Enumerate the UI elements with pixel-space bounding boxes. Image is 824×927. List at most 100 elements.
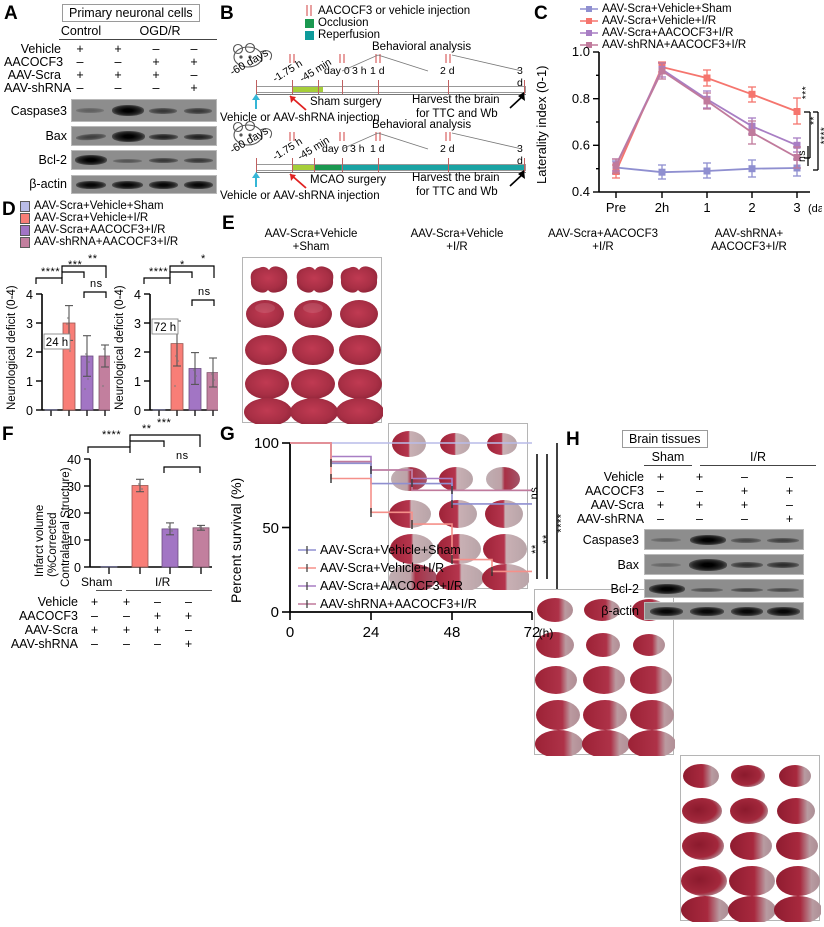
divider xyxy=(126,590,212,591)
tick xyxy=(342,80,343,94)
arrow-icon xyxy=(289,95,307,111)
panel-b-mcao-behavioral-label: Behavioral analysis xyxy=(372,119,472,131)
mouse-icon xyxy=(232,42,273,68)
tick xyxy=(256,158,257,172)
green-square-icon xyxy=(305,18,314,28)
panel-h-condition-rows: Vehicle + + – – AACOCF3 – – + + AAV-Scra… xyxy=(566,470,822,526)
panel-g-plot: 100 50 0 0 24 48 72 (h) xyxy=(254,435,558,641)
panel-b-sham-tick-label: 2 d xyxy=(440,65,455,77)
svg-text:2h: 2h xyxy=(655,200,669,215)
table-row: Vehicle + + – – xyxy=(4,41,219,56)
panel-f-sig-2: ** xyxy=(142,423,152,435)
panel-a-sign: – xyxy=(76,80,84,95)
svg-text:30: 30 xyxy=(67,480,81,494)
svg-text:0: 0 xyxy=(26,404,33,418)
panel-a-sign: + xyxy=(114,67,122,82)
panel-f-sign: + xyxy=(153,609,162,623)
table-row: AAV-shRNA – – – + xyxy=(4,80,219,95)
blot-row: β-actin xyxy=(4,173,219,195)
panel-b-timeline-mcao: -60 days -1.75 h -45 min day 0 3 h 1 d 2… xyxy=(220,112,530,208)
panel-a-sign: – xyxy=(76,54,84,69)
panel-d: D AAV-Scra+Vehicle+Sham AAV-Scra+Vehicle… xyxy=(2,200,220,420)
panel-b-sham-bar xyxy=(256,86,526,93)
divider xyxy=(96,590,122,591)
svg-text:(days): (days) xyxy=(808,203,822,215)
panel-a-blot-label: Caspase3 xyxy=(10,103,67,118)
panel-h-sign: – xyxy=(786,498,793,512)
panel-a-group-control-label: Control xyxy=(60,24,102,38)
svg-text:0.4: 0.4 xyxy=(572,184,590,199)
panel-h: H Brain tissues Sham I/R Vehicle + + – –… xyxy=(566,428,822,652)
panel-f-sign: – xyxy=(123,637,130,651)
svg-text:72: 72 xyxy=(524,624,541,641)
panel-b-legend: AACOCF3 or vehicle injection Occlusion R… xyxy=(305,4,470,41)
tick xyxy=(318,80,319,94)
table-row: AACOCF3 – – + + xyxy=(566,484,822,498)
blot-row: Bcl-2 xyxy=(566,578,822,599)
panel-h-blot-label: β-actin xyxy=(601,604,639,618)
panel-b-timeline-sham: -60 days -1.75 h -45 min day 0 3 h 1 d 2… xyxy=(220,34,530,124)
panel-b-legend-label: Reperfusion xyxy=(318,29,381,41)
panel-d-legend: AAV-Scra+Vehicle+Sham AAV-Scra+Vehicle+I… xyxy=(20,200,178,248)
panel-h-sign: + xyxy=(695,470,704,484)
line-marker-icon xyxy=(580,42,598,48)
panel-a-sign: – xyxy=(190,67,198,82)
panel-d-72h-sig-ns: ns xyxy=(198,286,211,298)
legend-item: AAV-Scra+Vehicle+Sham xyxy=(580,3,746,15)
panel-f-sign: + xyxy=(184,637,193,651)
panel-h-sign: + xyxy=(656,498,665,512)
svg-text:40: 40 xyxy=(67,453,81,467)
panel-a-blots: Caspase3 Bax Bcl-2 xyxy=(4,98,219,195)
panel-a-sign: – xyxy=(152,41,160,56)
panel-f-rowlabel: AAV-Scra xyxy=(24,623,78,637)
panel-h-rowlabel: AAV-Scra xyxy=(590,498,644,512)
panel-a-sign: – xyxy=(190,41,198,56)
svg-text:20: 20 xyxy=(67,507,81,521)
blot-row: Caspase3 xyxy=(566,528,822,551)
svg-text:(h): (h) xyxy=(539,626,554,640)
legend-item: AAV-shRNA+AACOCF3+I/R xyxy=(20,236,178,248)
panel-e-col-title-line: +I/R xyxy=(446,241,468,253)
svg-text:1: 1 xyxy=(703,200,710,215)
panel-f-sig-1: **** xyxy=(102,429,122,441)
svg-text:1: 1 xyxy=(26,375,33,389)
tick xyxy=(524,158,525,172)
panel-b-sham-tick-label: 3 h xyxy=(352,65,367,77)
panel-a-sign: – xyxy=(114,80,122,95)
panel-b-sham-harvest-label-2: for TTC and Wb xyxy=(416,108,498,120)
panel-b-mcao-axis xyxy=(256,172,526,173)
censor-marker-icon xyxy=(298,600,316,608)
panel-c-legend-label: AAV-Scra+AACOCF3+I/R xyxy=(602,27,734,39)
panel-h-sign: + xyxy=(740,498,749,512)
panel-h-group-ir-label: I/R xyxy=(750,450,766,464)
panel-b-mcao-bar xyxy=(256,164,526,171)
line-marker-icon xyxy=(580,6,598,12)
panel-a-condition-rows: Vehicle + + – – AACOCF3 – – + + AAV-Scra… xyxy=(4,41,219,95)
brain-slices-sham xyxy=(244,266,384,426)
panel-h-blot-bax xyxy=(644,554,804,575)
panel-h-blot-label: Bcl-2 xyxy=(610,581,639,596)
panel-c-legend-label: AAV-Scra+Vehicle+Sham xyxy=(602,3,732,15)
panel-f-rowlabel: AAV-shRNA xyxy=(10,637,78,651)
svg-text:3: 3 xyxy=(134,317,141,331)
panel-e-col-title-line: AAV-shRNA+ xyxy=(714,228,784,240)
legend-item: AAV-Scra+Vehicle+I/R xyxy=(298,559,477,577)
panel-e-col-title-line: +I/R xyxy=(592,241,614,253)
svg-text:24: 24 xyxy=(363,624,380,641)
panel-a-blot-label: Bax xyxy=(45,129,67,143)
panel-d-legend-label: AAV-Scra+Vehicle+I/R xyxy=(34,212,149,224)
panel-h-blot-bactin xyxy=(644,602,804,620)
panel-d-24h-plot: 4 3 2 1 0 xyxy=(26,265,110,418)
panel-f-letter: F xyxy=(2,424,14,445)
table-row: Vehicle + + – – xyxy=(2,595,220,609)
panel-a-title-text: Primary neuronal cells xyxy=(62,4,200,22)
panel-d-legend-label: AAV-shRNA+AACOCF3+I/R xyxy=(34,236,179,248)
svg-text:0.6: 0.6 xyxy=(572,138,590,153)
svg-text:4: 4 xyxy=(26,288,33,302)
panel-a-blot-label: Bcl-2 xyxy=(38,153,67,167)
teal-square-icon xyxy=(305,30,314,40)
table-row: AAV-shRNA – – – + xyxy=(2,637,220,651)
panel-g: G Percent survival (%) 100 50 0 0 24 48 … xyxy=(218,425,568,652)
panel-h-sign: – xyxy=(657,512,664,526)
blot-row: Caspase3 xyxy=(4,98,219,123)
